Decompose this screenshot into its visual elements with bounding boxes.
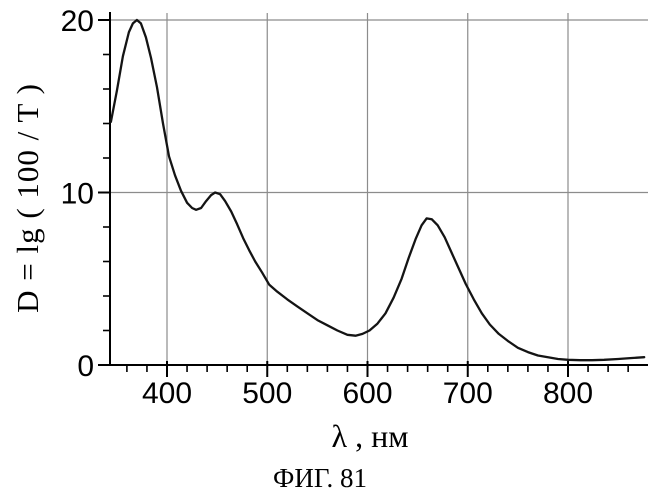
y-tick-label: 10	[61, 177, 94, 210]
x-tick-label: 500	[242, 377, 292, 410]
x-tick-label: 600	[342, 377, 392, 410]
spectrum-curve	[109, 18, 646, 362]
x-axis-label: λ , нм	[331, 418, 409, 454]
x-tick-label: 400	[142, 377, 192, 410]
x-tick-label: 700	[443, 377, 493, 410]
x-tick-label: 800	[543, 377, 593, 410]
figure-caption: ФИГ. 81	[273, 463, 367, 493]
y-tick-label: 20	[61, 5, 94, 38]
y-tick-label: 0	[77, 350, 94, 383]
spectrum-plot: 400 500 600 700 800 0 10 20	[61, 5, 648, 410]
